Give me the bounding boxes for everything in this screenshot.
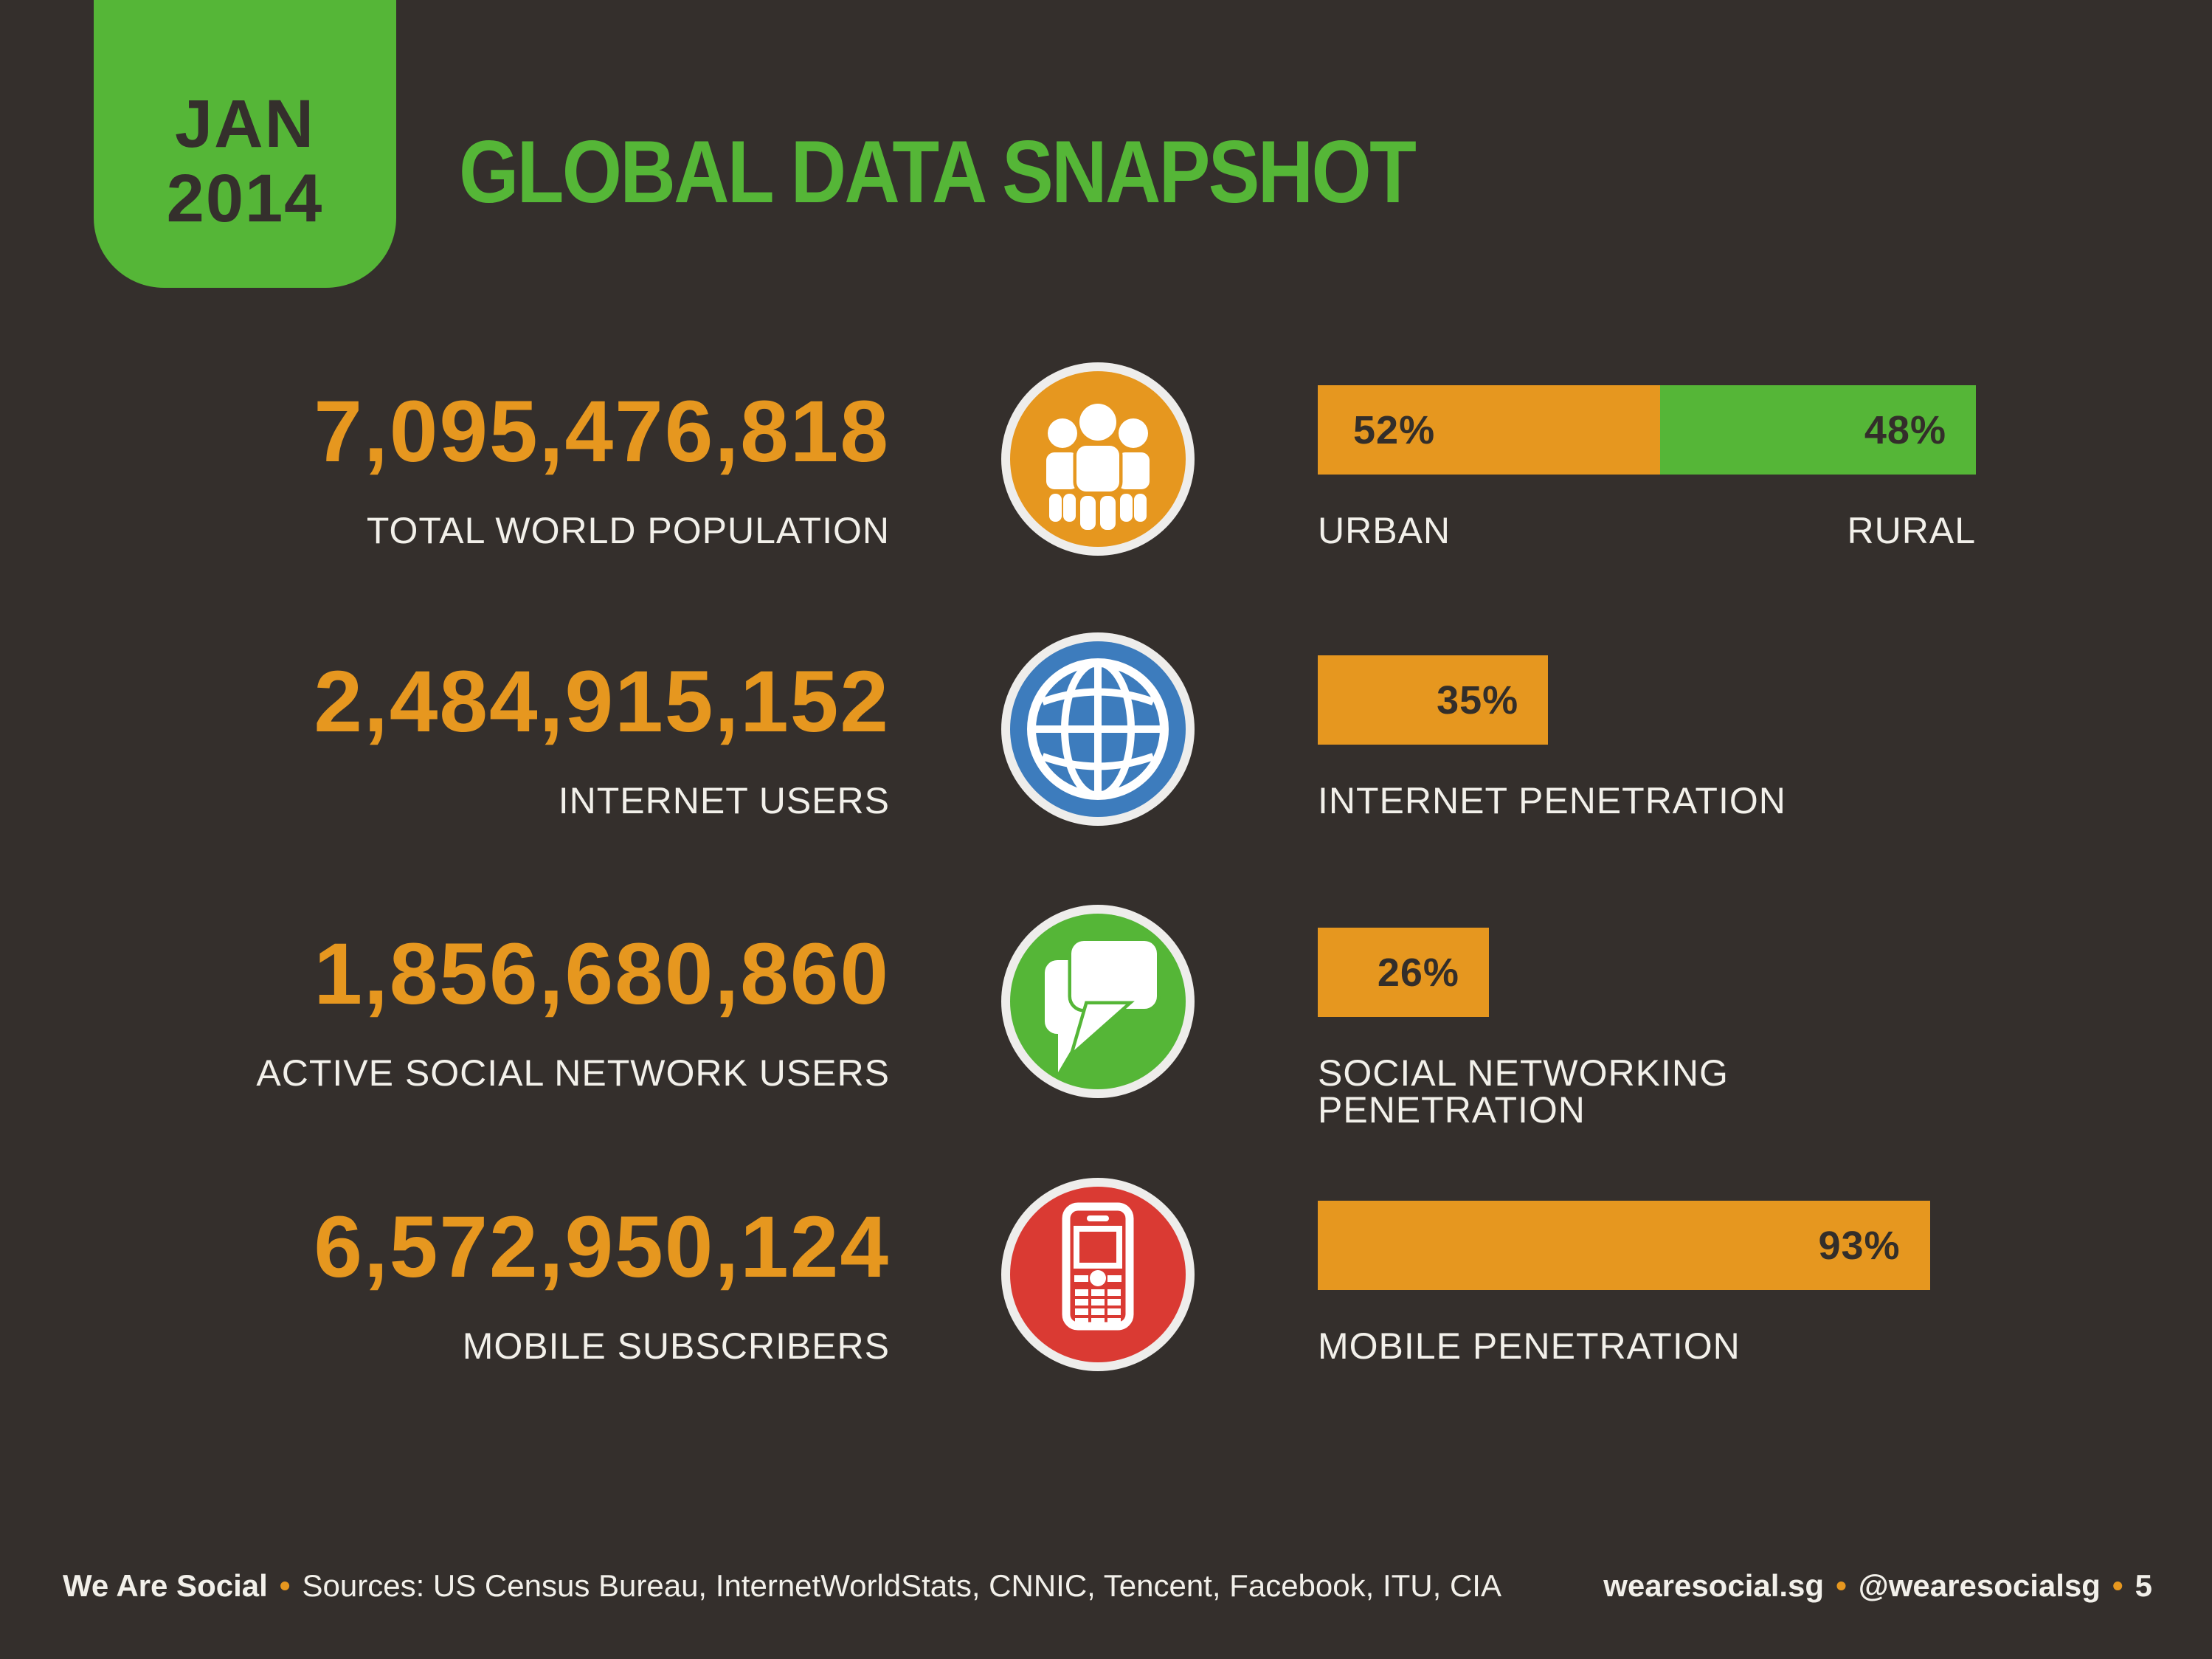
stat-label: TOTAL WORLD POPULATION [366, 510, 890, 551]
stat-value: 7,095,476,818 [314, 383, 890, 480]
stat-label: INTERNET USERS [558, 780, 890, 821]
badge-year: 2014 [166, 161, 324, 237]
bar-track: 26% [1318, 928, 1976, 1017]
bar-footer: INTERNET PENETRATION [1318, 782, 1976, 819]
footer-left: We Are Social • Sources: US Census Bureau,… [63, 1570, 1501, 1601]
bar-percent: 52% [1353, 407, 1436, 452]
bar-segment-social: 26% [1318, 928, 1489, 1017]
sources-text: Sources: US Census Bureau, InternetWorld… [302, 1568, 1501, 1603]
bar-percent: 93% [1818, 1223, 1901, 1268]
bar-footer: URBAN RURAL [1318, 512, 1976, 549]
bar-track: 93% [1318, 1201, 1976, 1290]
bar-percent: 26% [1377, 950, 1459, 995]
page-title: GLOBAL DATA SNAPSHOT [459, 123, 1417, 221]
footer-right: wearesocial.sg • @wearesocialsg • 5 [1603, 1570, 2152, 1601]
page-number: 5 [2135, 1568, 2152, 1603]
stat-label: ACTIVE SOCIAL NETWORK USERS [256, 1052, 890, 1094]
bullet-icon: • [279, 1568, 291, 1603]
bar-footer-label-urban: URBAN [1318, 510, 1451, 551]
bar-segment-internet: 35% [1318, 655, 1549, 745]
bar-track: 35% [1318, 655, 1976, 745]
month-badge: JAN 2014 [94, 0, 396, 288]
bullet-icon: • [2112, 1568, 2123, 1603]
globe-icon [1001, 632, 1195, 826]
bar-footer-label: INTERNET PENETRATION [1318, 780, 1786, 821]
bullet-icon: • [1836, 1568, 1847, 1603]
bar-footer: SOCIAL NETWORKING PENETRATION [1318, 1055, 1976, 1128]
stat-value: 2,484,915,152 [314, 653, 890, 751]
chat-bubbles-icon [1001, 905, 1195, 1098]
bar-segment-urban: 52% [1318, 385, 1660, 475]
mobile-phone-icon [1001, 1178, 1195, 1371]
bar-percent: 48% [1864, 407, 1946, 452]
people-icon [1001, 362, 1195, 556]
stat-value: 6,572,950,124 [314, 1198, 890, 1296]
bar-segment-rural: 48% [1659, 385, 1976, 475]
bar-footer-label: SOCIAL NETWORKING PENETRATION [1318, 1052, 1729, 1131]
bar-percent: 35% [1437, 677, 1519, 722]
footer-site-link[interactable]: wearesocial.sg [1603, 1568, 1825, 1603]
stat-label: MOBILE SUBSCRIBERS [462, 1325, 890, 1367]
footer-handle-link[interactable]: @wearesocialsg [1858, 1568, 2101, 1603]
bar-footer-label-rural: RURAL [1847, 510, 1976, 551]
bar-segment-mobile: 93% [1318, 1201, 1930, 1290]
brand-name: We Are Social [63, 1568, 268, 1603]
bar-footer: MOBILE PENETRATION [1318, 1328, 1976, 1365]
bar-track: 52% 48% [1318, 385, 1976, 475]
bar-footer-label: MOBILE PENETRATION [1318, 1325, 1741, 1367]
badge-month: JAN [174, 86, 316, 162]
stat-value: 1,856,680,860 [314, 925, 890, 1023]
